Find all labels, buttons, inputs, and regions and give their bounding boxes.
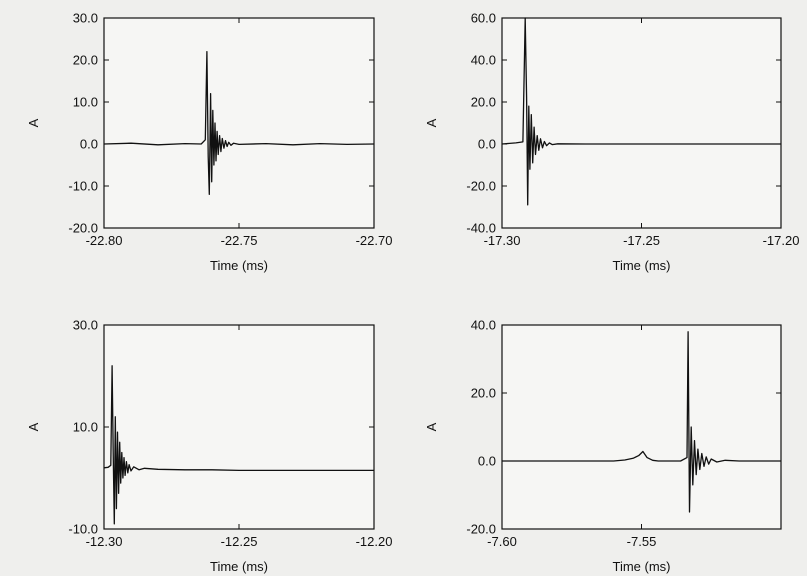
series-line (103, 365, 374, 525)
x-tick-label: -7.60 (487, 534, 517, 549)
y-tick-label: 30.0 (73, 318, 98, 333)
y-tick-label: -10.0 (68, 522, 98, 537)
y-tick-label: 10.0 (73, 95, 98, 110)
series-line (502, 331, 781, 513)
y-axis-title: A (424, 422, 439, 431)
y-tick-label: 20.0 (471, 386, 496, 401)
x-tick-label: -12.25 (221, 534, 258, 549)
x-tick-label: -22.70 (356, 233, 393, 248)
x-axis-title: Time (ms) (210, 258, 268, 273)
y-tick-label: 10.0 (73, 420, 98, 435)
y-tick-label: 0.0 (478, 137, 496, 152)
y-axis-title: A (26, 422, 41, 431)
chart-panel-4: 40.0 20.0 0.0 -20.0-7.60 -7.55 Time (ms) A (424, 318, 782, 574)
y-axis-title: A (424, 118, 439, 127)
plot-frame (103, 17, 375, 229)
chart-panel-3: 30.0 10.0 -10.0-12.30 -12.25 -12.20 Time (ms)… (26, 318, 392, 575)
y-tick-label: 20.0 (73, 53, 98, 68)
plot-frame (501, 17, 782, 229)
x-axis-title: Time (ms) (210, 559, 268, 574)
y-tick-label: 20.0 (471, 95, 496, 110)
x-tick-label: -17.30 (484, 233, 521, 248)
chart-panel-1: 30.0 20.0 10.0 0.0 -10.0 -20.0-22.80 -22.75 -22… (26, 11, 392, 274)
x-tick-label: -7.55 (627, 534, 657, 549)
x-tick-label: -22.80 (86, 233, 123, 248)
x-tick-label: -12.20 (356, 534, 393, 549)
x-axis-title: Time (ms) (612, 559, 670, 574)
y-tick-label: 0.0 (478, 454, 496, 469)
plot-frame (103, 324, 375, 530)
y-tick-label: -40.0 (466, 221, 496, 236)
y-tick-label: 60.0 (471, 11, 496, 26)
series-line (501, 17, 781, 206)
y-tick-label: -10.0 (68, 179, 98, 194)
plot-frame (501, 324, 782, 530)
y-tick-label: -20.0 (466, 179, 496, 194)
x-tick-label: -22.75 (221, 233, 258, 248)
y-tick-label: -20.0 (466, 522, 496, 537)
x-tick-label: -17.25 (623, 233, 660, 248)
y-tick-label: 30.0 (73, 11, 98, 26)
y-tick-label: 40.0 (471, 318, 496, 333)
chart-panel-2: 60.0 40.0 20.0 0.0 -20.0 -40.0-17.30 -17.25 -17… (424, 11, 799, 274)
x-tick-label: -17.20 (763, 233, 800, 248)
x-axis-title: Time (ms) (612, 258, 670, 273)
y-axis-title: A (26, 118, 41, 127)
y-tick-label: -20.0 (68, 221, 98, 236)
y-tick-label: 40.0 (471, 53, 496, 68)
series-line (103, 50, 375, 196)
x-tick-label: -12.30 (86, 534, 123, 549)
y-tick-label: 0.0 (80, 137, 98, 152)
